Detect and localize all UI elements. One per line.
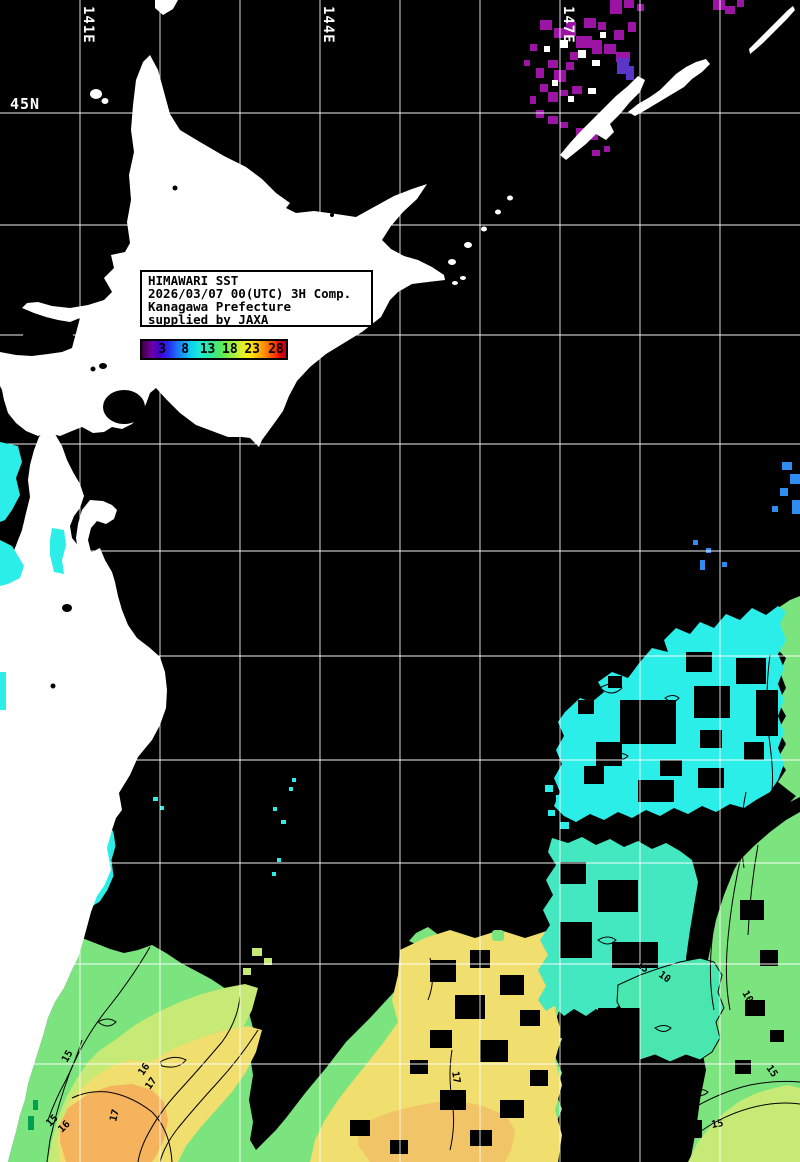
land-shimokita-peninsula (76, 500, 117, 566)
land-rishiri-island (90, 89, 102, 99)
title-line-4: supplied by JAXA (148, 312, 269, 327)
land-iturup-island (628, 59, 710, 116)
longitude-label: 144E (320, 6, 336, 44)
contour-value-label: 15 (711, 1118, 725, 1131)
ishikari-bay (23, 323, 73, 349)
contour-value-label: 15 (60, 1049, 76, 1065)
land-rebun-island (101, 98, 109, 104)
longitude-label: 141E (80, 6, 96, 44)
title-line-3: Kanagawa Prefecture (148, 299, 291, 314)
sst-cold-purple-patches (524, 0, 744, 156)
coastal-sst-strips (0, 442, 66, 710)
title-line-2: 2026/03/07 00(UTC) 3H Comp. (148, 286, 352, 301)
sst-blue-fragments (693, 462, 800, 570)
colorbar-tick-label: 8 (181, 342, 190, 357)
colorbar-tick-label: 23 (244, 342, 260, 357)
title-box: HIMAWARI SST 2026/03/07 00(UTC) 3H Comp.… (140, 270, 373, 327)
land-urup-island (749, 6, 795, 54)
latitude-label: 45N (10, 95, 40, 113)
contour-value-label: 17 (449, 1071, 462, 1085)
sst-warm-region-southwest (0, 927, 562, 1162)
funka-bay (103, 390, 145, 424)
colorbar-tick-label: 18 (222, 342, 238, 357)
contour-value-label: 17 (108, 1108, 122, 1122)
colorbar-tick-label: 28 (268, 342, 284, 357)
land-hokkaido (0, 55, 445, 447)
map-labels: 141E 144E 147E 45N (10, 6, 576, 113)
sst-region-east (538, 596, 800, 1162)
land-kunashiri-island (560, 76, 645, 160)
title-line-1: HIMAWARI SST (148, 273, 239, 288)
contour-value-label: 10 (739, 989, 755, 1005)
colorbar-tick-label: 13 (199, 342, 216, 357)
lakes (50, 185, 334, 689)
temperature-colorbar: 3 8 13 18 23 28 (140, 339, 288, 360)
colorbar-tick-label: 3 (158, 342, 167, 357)
land-sakhalin-tip (155, 0, 178, 15)
sst-cyan-dots (153, 750, 587, 876)
land-honshu (0, 430, 167, 1162)
land-small-islets (3, 195, 513, 1099)
longitude-label: 147E (560, 6, 576, 44)
